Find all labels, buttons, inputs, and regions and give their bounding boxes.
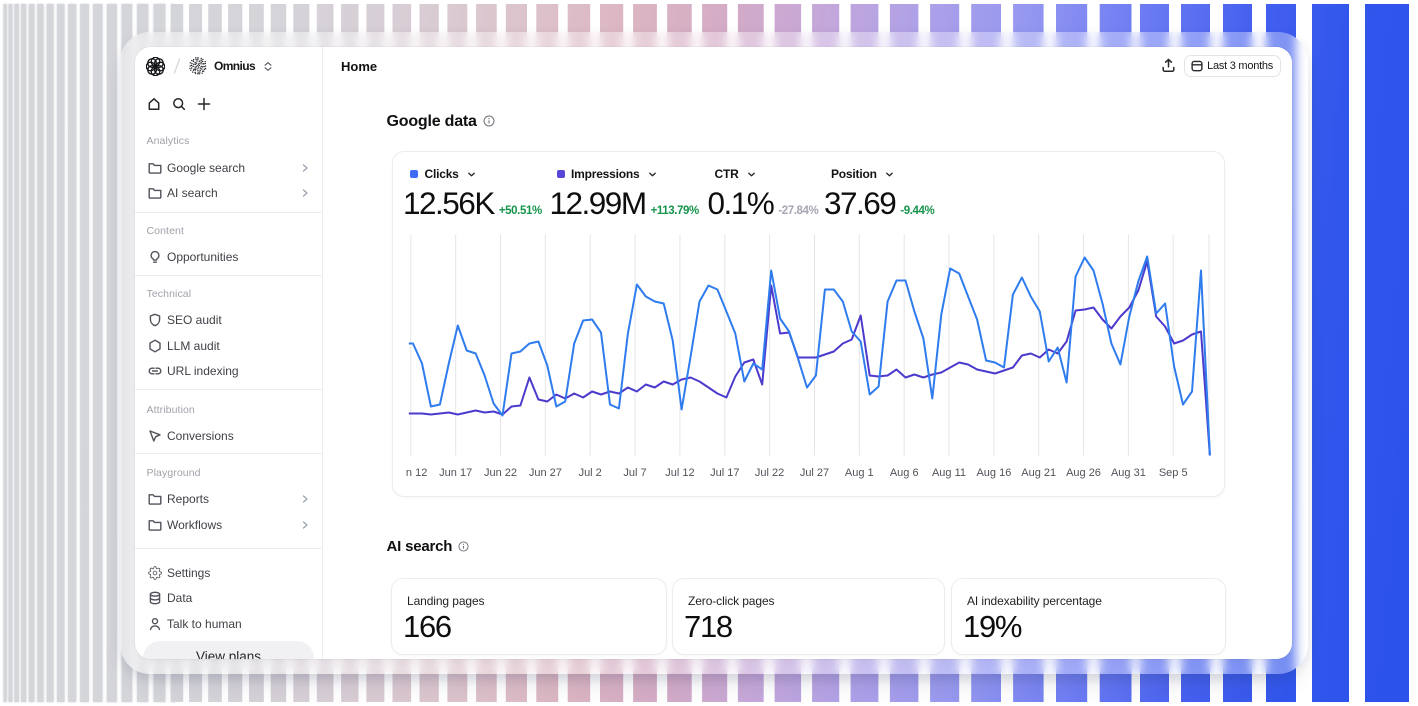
svg-text:Jun 27: Jun 27 bbox=[528, 467, 561, 479]
svg-text:Jun 12: Jun 12 bbox=[394, 467, 427, 479]
svg-text:Aug 21: Aug 21 bbox=[1021, 467, 1056, 479]
svg-text:Jun 17: Jun 17 bbox=[439, 467, 472, 479]
svg-text:Jun 22: Jun 22 bbox=[483, 467, 516, 479]
svg-text:Jul 7: Jul 7 bbox=[623, 467, 646, 479]
svg-text:Aug 6: Aug 6 bbox=[889, 467, 918, 479]
svg-text:Jul 2: Jul 2 bbox=[578, 467, 601, 479]
svg-text:Aug 26: Aug 26 bbox=[1066, 467, 1101, 479]
svg-text:Jul 22: Jul 22 bbox=[754, 467, 783, 479]
svg-text:Jul 17: Jul 17 bbox=[710, 467, 739, 479]
svg-text:Sep 5: Sep 5 bbox=[1158, 467, 1187, 479]
svg-text:Jul 27: Jul 27 bbox=[799, 467, 828, 479]
svg-text:Aug 1: Aug 1 bbox=[844, 467, 873, 479]
svg-text:Aug 31: Aug 31 bbox=[1110, 467, 1145, 479]
svg-text:Aug 16: Aug 16 bbox=[976, 467, 1011, 479]
svg-text:Aug 11: Aug 11 bbox=[931, 467, 965, 479]
svg-text:Jul 12: Jul 12 bbox=[665, 467, 694, 479]
